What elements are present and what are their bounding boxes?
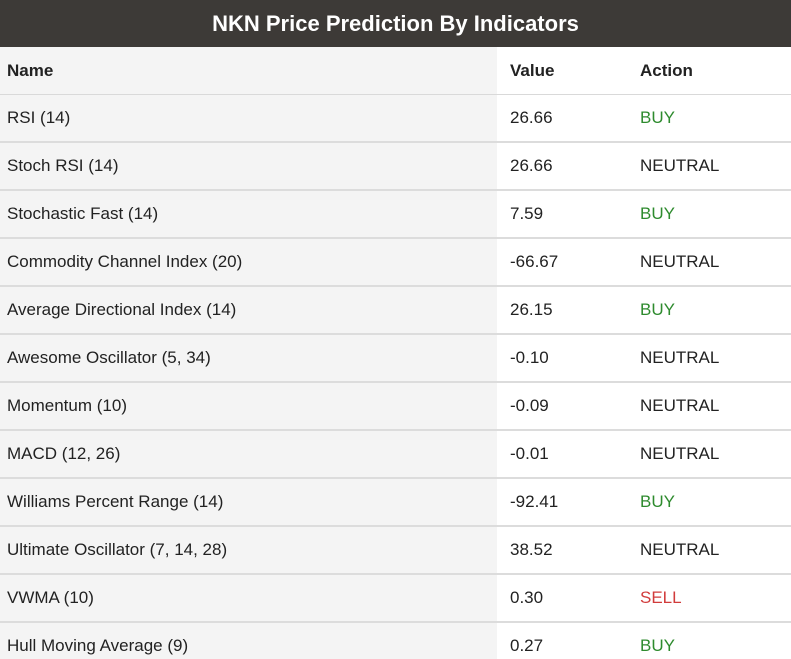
indicator-action: BUY: [628, 478, 791, 527]
indicator-action: SELL: [628, 574, 791, 623]
column-header-name: Name: [0, 47, 497, 95]
indicator-name: Hull Moving Average (9): [0, 622, 497, 659]
column-header-action: Action: [628, 47, 791, 95]
panel-title: NKN Price Prediction By Indicators: [0, 0, 791, 47]
table-row: Hull Moving Average (9) 0.27 BUY: [0, 622, 791, 659]
table-row: Momentum (10) -0.09 NEUTRAL: [0, 382, 791, 431]
indicator-action: BUY: [628, 622, 791, 659]
indicator-action: BUY: [628, 286, 791, 335]
table-row: Ultimate Oscillator (7, 14, 28) 38.52 NE…: [0, 526, 791, 575]
table-row: Awesome Oscillator (5, 34) -0.10 NEUTRAL: [0, 334, 791, 383]
indicator-name: VWMA (10): [0, 574, 497, 623]
indicator-name: Average Directional Index (14): [0, 286, 497, 335]
indicator-value: 0.30: [497, 574, 628, 623]
indicator-value: 26.66: [497, 94, 628, 143]
indicator-action: NEUTRAL: [628, 382, 791, 431]
table-body: RSI (14) 26.66 BUY Stoch RSI (14) 26.66 …: [0, 94, 791, 659]
column-header-value: Value: [497, 47, 628, 95]
indicator-value: 7.59: [497, 190, 628, 239]
indicator-name: MACD (12, 26): [0, 430, 497, 479]
indicator-action: NEUTRAL: [628, 334, 791, 383]
indicator-value: -66.67: [497, 238, 628, 287]
indicator-name: RSI (14): [0, 94, 497, 143]
table-row: Stoch RSI (14) 26.66 NEUTRAL: [0, 142, 791, 191]
indicator-name: Stochastic Fast (14): [0, 190, 497, 239]
table-row: Stochastic Fast (14) 7.59 BUY: [0, 190, 791, 239]
indicator-value: -0.10: [497, 334, 628, 383]
table-row: Williams Percent Range (14) -92.41 BUY: [0, 478, 791, 527]
indicator-name: Stoch RSI (14): [0, 142, 497, 191]
table-row: VWMA (10) 0.30 SELL: [0, 574, 791, 623]
indicator-name: Momentum (10): [0, 382, 497, 431]
indicator-name: Awesome Oscillator (5, 34): [0, 334, 497, 383]
indicator-action: NEUTRAL: [628, 430, 791, 479]
indicator-value: -0.01: [497, 430, 628, 479]
table-row: MACD (12, 26) -0.01 NEUTRAL: [0, 430, 791, 479]
indicator-value: 0.27: [497, 622, 628, 659]
indicator-name: Commodity Channel Index (20): [0, 238, 497, 287]
indicator-action: NEUTRAL: [628, 142, 791, 191]
table-row: RSI (14) 26.66 BUY: [0, 94, 791, 143]
table-row: Commodity Channel Index (20) -66.67 NEUT…: [0, 238, 791, 287]
table-row: Average Directional Index (14) 26.15 BUY: [0, 286, 791, 335]
indicator-value: 26.66: [497, 142, 628, 191]
indicator-value: 38.52: [497, 526, 628, 575]
indicators-table: Name Value Action RSI (14) 26.66 BUY Sto…: [0, 47, 791, 659]
indicator-action: BUY: [628, 190, 791, 239]
table-header-row: Name Value Action: [0, 47, 791, 95]
indicator-action: BUY: [628, 94, 791, 143]
indicator-action: NEUTRAL: [628, 238, 791, 287]
indicator-name: Williams Percent Range (14): [0, 478, 497, 527]
indicator-action: NEUTRAL: [628, 526, 791, 575]
indicator-value: 26.15: [497, 286, 628, 335]
indicator-value: -92.41: [497, 478, 628, 527]
indicator-value: -0.09: [497, 382, 628, 431]
indicator-name: Ultimate Oscillator (7, 14, 28): [0, 526, 497, 575]
